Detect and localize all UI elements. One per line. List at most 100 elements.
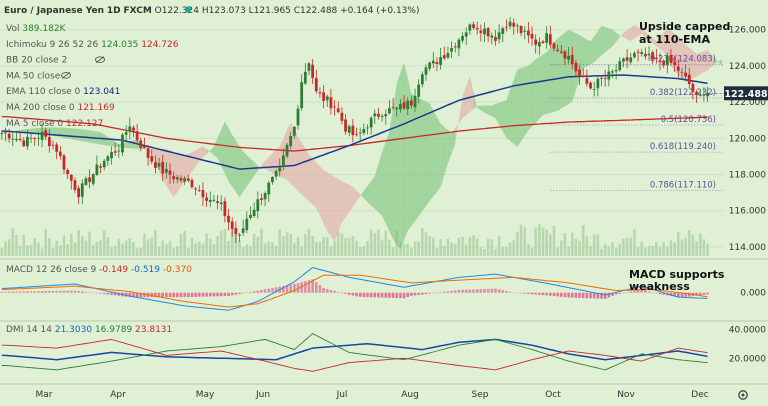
ichimoku-cloud-segment bbox=[396, 72, 401, 250]
volume-bar bbox=[417, 241, 420, 256]
macd-histogram-bar bbox=[318, 285, 322, 293]
macd-histogram-bar bbox=[600, 292, 603, 299]
hidden-eye-icon[interactable] bbox=[61, 72, 71, 79]
macd-histogram-bar bbox=[55, 290, 58, 293]
volume-bar bbox=[300, 246, 303, 256]
macd-histogram-bar bbox=[508, 291, 512, 293]
macd-histogram-bar bbox=[150, 292, 154, 298]
macd-signal-line bbox=[1, 274, 708, 308]
candle-body bbox=[592, 89, 596, 90]
candle-body bbox=[695, 91, 698, 95]
ichimoku-cloud-segment bbox=[393, 83, 397, 245]
ichimoku-cloud-segment bbox=[550, 42, 554, 113]
ichimoku-cloud-segment bbox=[301, 142, 306, 198]
macd-histogram-bar bbox=[44, 291, 47, 293]
volume-bar bbox=[198, 241, 201, 256]
candle-body bbox=[446, 53, 450, 58]
candle-body bbox=[442, 55, 446, 59]
candle-body bbox=[512, 22, 516, 27]
macd-histogram-bar bbox=[457, 289, 461, 293]
macd-histogram-bar bbox=[15, 291, 18, 293]
candle-body bbox=[589, 82, 592, 89]
candle-body bbox=[106, 156, 110, 161]
macd-histogram-bar bbox=[505, 291, 508, 293]
candle-body bbox=[300, 82, 304, 109]
macd-histogram-bar bbox=[315, 282, 318, 293]
candle-body bbox=[179, 178, 183, 181]
macd-histogram-bar bbox=[252, 291, 256, 293]
legend-label: MA 50 close bbox=[6, 71, 61, 81]
volume-bar bbox=[11, 228, 15, 256]
macd-histogram-bar bbox=[194, 292, 197, 297]
settings-gear-icon[interactable] bbox=[738, 390, 748, 400]
macd-histogram-bar bbox=[439, 292, 442, 293]
candle-body bbox=[91, 174, 95, 184]
dmi-label: DMI 14 14 bbox=[6, 325, 52, 335]
candle-body bbox=[640, 52, 644, 55]
volume-bar bbox=[179, 233, 183, 256]
ichimoku-cloud-segment bbox=[173, 151, 178, 198]
candle-body bbox=[519, 26, 523, 34]
macd-histogram-bar bbox=[556, 292, 559, 297]
volume-bar bbox=[263, 243, 267, 256]
macd-histogram-bar bbox=[344, 292, 347, 294]
volume-bar bbox=[439, 239, 442, 256]
macd-histogram-bar bbox=[168, 292, 172, 298]
candle-body bbox=[139, 140, 143, 148]
ichimoku-cloud-segment bbox=[597, 25, 602, 59]
ichimoku-cloud-segment bbox=[586, 39, 591, 67]
candle-body bbox=[420, 74, 424, 85]
ichimoku-cloud-segment bbox=[327, 172, 331, 237]
ichimoku-cloud-segment bbox=[506, 89, 511, 142]
macd-histogram-bar bbox=[37, 291, 40, 293]
ichimoku-cloud-segment bbox=[594, 30, 598, 63]
candle-body bbox=[581, 76, 585, 77]
candle-body bbox=[132, 127, 135, 131]
volume-bar bbox=[567, 246, 570, 256]
candle-body bbox=[625, 57, 629, 61]
macd-histogram-bar bbox=[560, 292, 563, 297]
macd-histogram-bar bbox=[549, 292, 552, 296]
candle-body bbox=[110, 152, 113, 159]
macd-histogram-bar bbox=[512, 292, 516, 294]
candle-body bbox=[157, 163, 161, 167]
candle-body bbox=[55, 144, 59, 152]
volume-bar bbox=[241, 247, 245, 256]
candle-body bbox=[0, 133, 4, 134]
volume-bar bbox=[421, 228, 424, 256]
candle-body bbox=[7, 133, 11, 139]
macd-histogram-bar bbox=[687, 292, 691, 297]
macd-histogram-bar bbox=[468, 289, 472, 293]
macd-histogram-bar bbox=[77, 290, 80, 293]
macd-histogram-bar bbox=[260, 289, 263, 293]
ichimoku-cloud-segment bbox=[645, 31, 650, 41]
volume-bar bbox=[655, 242, 658, 256]
ichimoku-cloud-segment bbox=[27, 128, 32, 133]
volume-bar bbox=[570, 232, 574, 256]
volume-bar bbox=[435, 247, 439, 256]
macd-histogram-bar bbox=[271, 287, 274, 293]
macd-histogram-bar bbox=[472, 289, 475, 293]
volume-bar bbox=[505, 247, 508, 256]
fibonacci-layer: 0.236(124.083) 0.382(122.232) 0.5(120.736)… bbox=[550, 54, 724, 192]
macd-histogram-bar bbox=[662, 292, 665, 295]
volume-bar bbox=[468, 236, 472, 256]
candle-body bbox=[161, 161, 165, 174]
macd-histogram-bar bbox=[578, 292, 581, 298]
candle-body bbox=[402, 102, 406, 109]
volume-bar bbox=[695, 241, 698, 256]
volume-bar bbox=[706, 243, 709, 256]
volume-bar bbox=[230, 229, 234, 256]
macd-histogram-bar bbox=[267, 288, 271, 293]
macd-histogram-bar bbox=[636, 289, 640, 293]
ichimoku-cloud-segment bbox=[367, 181, 372, 206]
hidden-eye-icon[interactable] bbox=[95, 56, 105, 63]
ichimoku-cloud-segment bbox=[74, 128, 79, 141]
ichimoku-cloud-segment bbox=[466, 75, 470, 116]
volume-bar bbox=[413, 241, 417, 256]
volume-bar bbox=[289, 234, 292, 256]
volume-bar bbox=[687, 230, 691, 256]
candle-body bbox=[175, 177, 179, 180]
macd-histogram-bar bbox=[102, 292, 106, 295]
volume-bar bbox=[472, 235, 475, 256]
